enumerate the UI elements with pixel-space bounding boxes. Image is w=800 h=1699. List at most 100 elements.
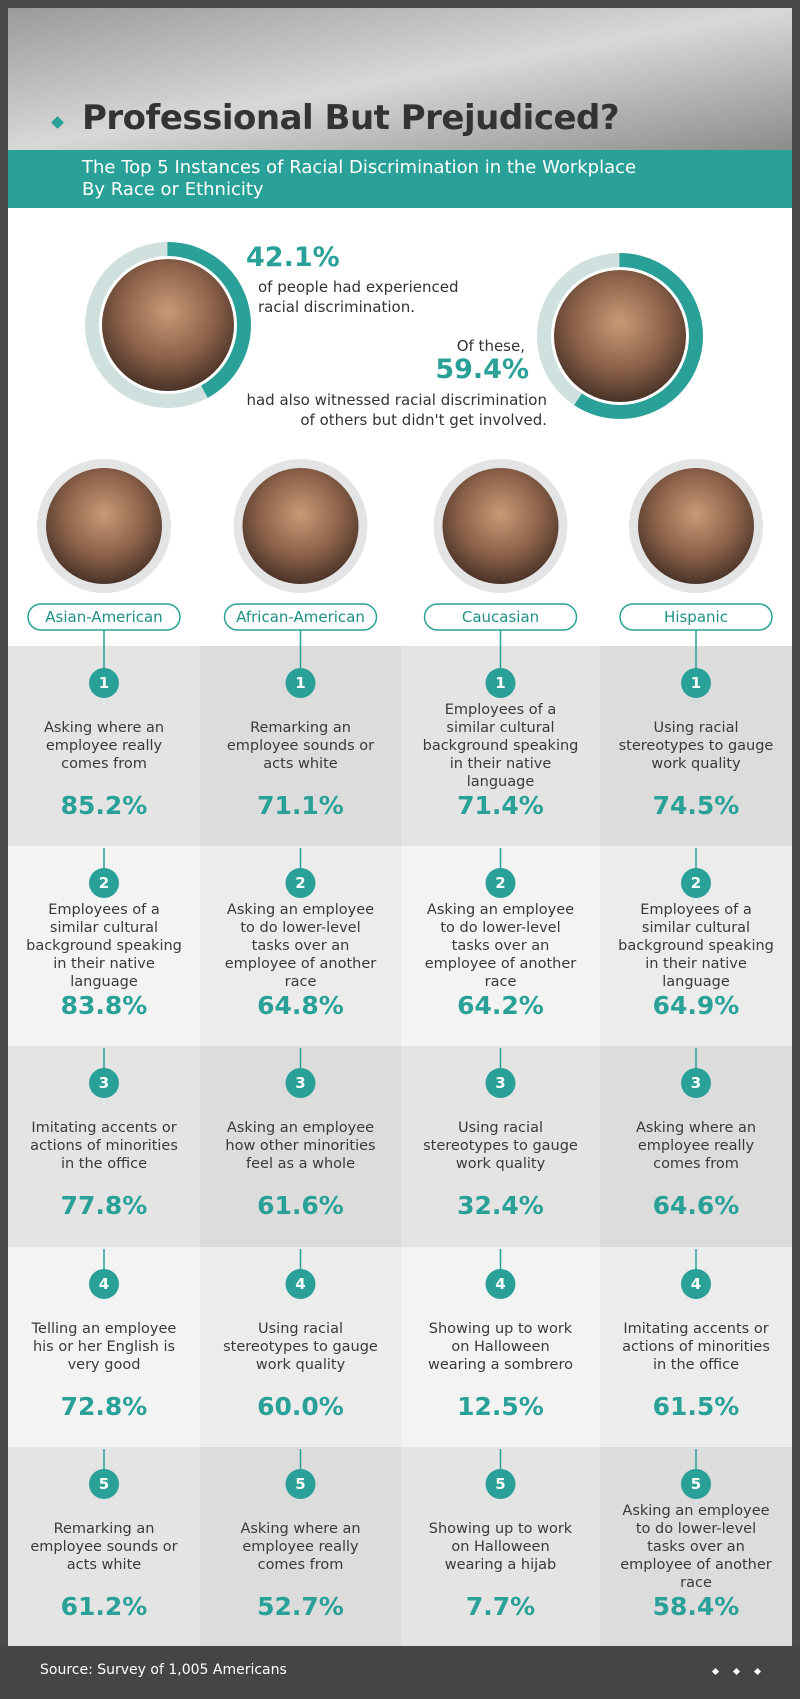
rank-number: 4 (495, 1275, 506, 1293)
item-text: Remarking an employee sounds or acts whi… (30, 1521, 178, 1573)
rank-badge (285, 668, 316, 698)
photo (102, 259, 234, 391)
stat-text: had also witnessed racial discrimination (246, 391, 547, 409)
rank-number: 3 (495, 1074, 506, 1092)
item-text: Employees of a similar cultural backgrou… (26, 902, 182, 990)
stat-value: 59.4% (435, 354, 529, 385)
item-value: 71.4% (457, 791, 544, 820)
stat-value: 42.1% (246, 242, 340, 273)
group-name: Asian-American (45, 608, 163, 626)
rank-badge (285, 868, 316, 898)
item-value: 32.4% (457, 1191, 544, 1220)
stat-text: Of these, (456, 337, 525, 355)
item-text: Using racial stereotypes to gauge work q… (223, 1321, 378, 1373)
rank-badge (89, 1068, 119, 1098)
rank-badge (681, 1269, 711, 1299)
item-value: 85.2% (60, 791, 148, 820)
portrait (638, 468, 754, 584)
rank-badge (485, 1269, 516, 1299)
rank-badge (681, 668, 711, 698)
rank-badge (681, 1469, 711, 1499)
item-text: Showing up to work on Halloween wearing … (428, 1321, 573, 1373)
title: Professional But Prejudiced? (82, 98, 620, 138)
item-text: Remarking an employee sounds or acts whi… (226, 720, 375, 772)
rank-number: 4 (690, 1275, 702, 1293)
group-name: Hispanic (664, 608, 728, 626)
item-text: Employees of a similar cultural backgrou… (618, 902, 774, 990)
rank-badge (681, 868, 711, 898)
item-value: 61.2% (60, 1592, 148, 1621)
rank-badge (89, 868, 119, 898)
source: Source: Survey of 1,005 Americans (40, 1662, 287, 1678)
rank-badge (485, 1068, 516, 1098)
item-value: 7.7% (465, 1592, 536, 1621)
rank-number: 2 (98, 874, 110, 892)
item-text: Asking where an employee really comes fr… (635, 1120, 757, 1172)
rank-number: 5 (495, 1475, 506, 1493)
item-text: Asking an employee to do lower-level tas… (620, 1503, 772, 1591)
stat-text: of others but didn't get involved. (300, 411, 547, 429)
item-value: 52.7% (257, 1592, 344, 1621)
rank-number: 2 (295, 874, 306, 892)
item-value: 72.8% (60, 1392, 148, 1421)
rank-number: 5 (98, 1475, 110, 1493)
item-text: Showing up to work on Halloween wearing … (428, 1521, 573, 1573)
rank-number: 2 (690, 874, 702, 892)
item-value: 74.5% (652, 791, 740, 820)
rank-number: 3 (295, 1074, 306, 1092)
item-value: 64.9% (652, 991, 740, 1020)
portrait (442, 468, 559, 584)
rank-number: 4 (98, 1275, 110, 1293)
item-text: Employees of a similar cultural backgrou… (422, 702, 579, 790)
group-name: Caucasian (461, 608, 540, 626)
item-value: 58.4% (652, 1592, 740, 1621)
rank-badge (485, 668, 516, 698)
rank-number: 1 (495, 674, 506, 692)
item-value: 71.1% (257, 791, 344, 820)
rank-badge (285, 1269, 316, 1299)
item-value: 12.5% (457, 1392, 544, 1421)
rank-number: 5 (295, 1475, 306, 1493)
rank-number: 5 (690, 1475, 702, 1493)
item-text: Imitating accents or actions of minoriti… (622, 1321, 770, 1373)
stat-text: of people had experienced (258, 278, 459, 296)
rank-number: 1 (295, 674, 306, 692)
item-value: 77.8% (60, 1191, 148, 1220)
item-text: Asking an employee to do lower-level tas… (224, 902, 377, 990)
item-value: 64.6% (652, 1191, 740, 1220)
portrait (242, 468, 359, 584)
rank-badge (485, 868, 516, 898)
header-photo (8, 8, 792, 150)
item-text: Asking where an employee really comes fr… (43, 720, 165, 772)
rank-number: 2 (495, 874, 506, 892)
item-value: 64.8% (257, 991, 344, 1020)
rank-number: 3 (690, 1074, 702, 1092)
rank-number: 1 (690, 674, 702, 692)
donut-arc (85, 242, 251, 408)
rank-number: 4 (295, 1275, 306, 1293)
subtitle: By Race or Ethnicity (82, 179, 264, 200)
rank-badge (285, 1068, 316, 1098)
item-value: 83.8% (60, 991, 148, 1020)
donut-arc (537, 253, 703, 419)
item-value: 60.0% (257, 1392, 344, 1421)
rank-badge (681, 1068, 711, 1098)
photo (554, 270, 686, 402)
item-text: Asking where an employee really comes fr… (240, 1521, 361, 1573)
rank-number: 3 (98, 1074, 110, 1092)
subtitle-band (8, 150, 792, 208)
footer-band (0, 1646, 800, 1699)
group-name: African-American (236, 608, 365, 626)
item-text: Using racial stereotypes to gauge work q… (618, 720, 774, 772)
rank-number: 1 (98, 674, 110, 692)
rank-badge (285, 1469, 316, 1499)
stat-text: racial discrimination. (258, 298, 415, 316)
item-text: Asking an employee how other minorities … (225, 1120, 376, 1172)
item-text: Imitating accents or actions of minoriti… (30, 1120, 178, 1172)
portrait (46, 468, 162, 584)
rank-badge (485, 1469, 516, 1499)
item-value: 61.5% (652, 1392, 740, 1421)
subtitle: The Top 5 Instances of Racial Discrimina… (82, 157, 637, 178)
item-text: Telling an employee his or her English i… (31, 1321, 177, 1373)
